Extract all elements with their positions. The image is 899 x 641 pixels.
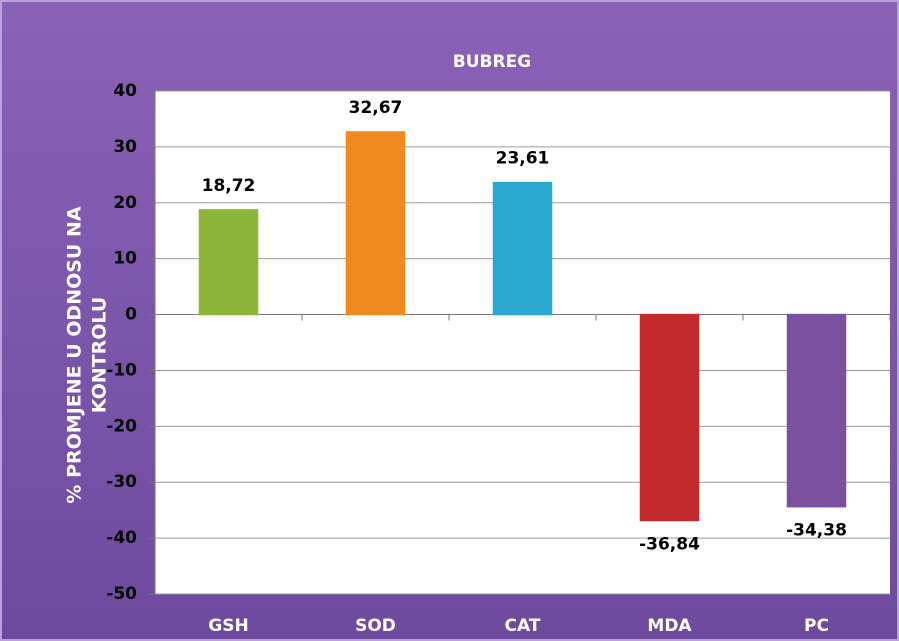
y-tick-label: -40 xyxy=(106,528,137,548)
bar xyxy=(786,313,847,508)
y-axis-title: % PROMJENE U ODNOSU NA xyxy=(64,206,86,503)
bar xyxy=(492,181,553,316)
plot-area xyxy=(155,91,890,594)
bar xyxy=(198,209,259,316)
bar xyxy=(345,131,406,316)
x-tick-label: GSH xyxy=(208,616,248,636)
y-tick-label: -10 xyxy=(106,360,137,380)
data-label: 18,72 xyxy=(202,176,256,196)
x-tick-label: CAT xyxy=(505,616,541,636)
x-tick-label: MDA xyxy=(647,616,692,636)
y-tick-label: 10 xyxy=(113,249,137,269)
y-tick-label: 20 xyxy=(113,193,137,213)
y-tick-label: -50 xyxy=(106,584,137,604)
y-tick-label: 0 xyxy=(125,305,137,325)
y-tick-label: -20 xyxy=(106,416,137,436)
y-tick-label: -30 xyxy=(106,472,137,492)
data-label: 32,67 xyxy=(349,98,403,118)
y-axis-title: KONTROLU xyxy=(89,297,111,414)
y-tick-label: 40 xyxy=(113,81,137,101)
x-tick-label: PC xyxy=(804,616,829,636)
data-label: -34,38 xyxy=(786,521,847,541)
y-tick-label: 30 xyxy=(113,137,137,157)
data-label: -36,84 xyxy=(639,534,700,554)
data-label: 23,61 xyxy=(496,149,550,169)
bar xyxy=(639,313,700,522)
x-tick-label: SOD xyxy=(355,616,396,636)
chart-title: BUBREG xyxy=(453,52,531,72)
